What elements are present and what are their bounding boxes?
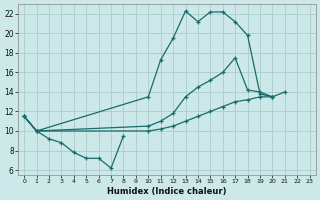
X-axis label: Humidex (Indice chaleur): Humidex (Indice chaleur) bbox=[107, 187, 227, 196]
